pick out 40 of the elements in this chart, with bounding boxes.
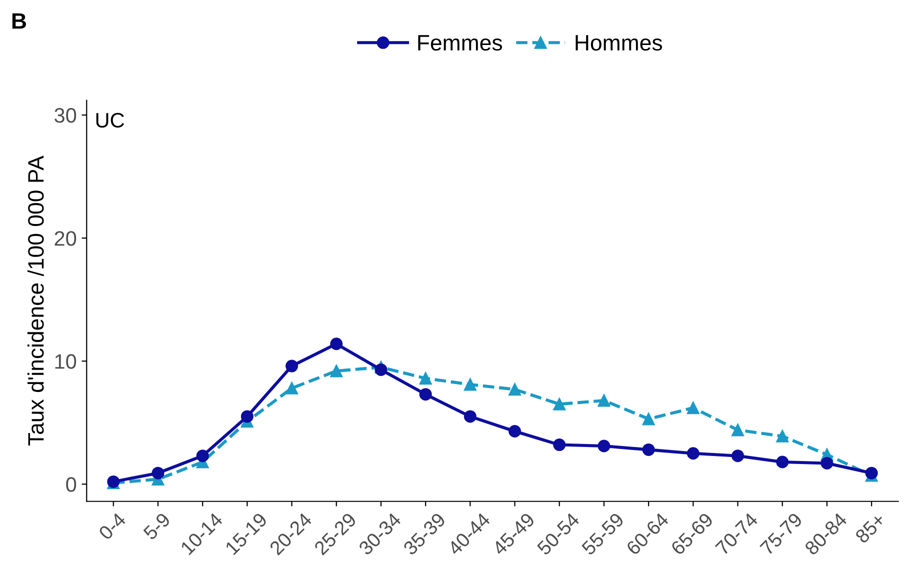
annotation: UC [96,112,124,128]
y-tick-label: 10 [55,354,76,369]
point [732,450,744,462]
point [286,360,298,372]
point [464,410,476,423]
point [152,466,164,480]
point [820,456,834,470]
point [776,456,789,468]
point [240,410,254,423]
y-axis-title: Taux d'incidence /100 000 PA [27,156,44,446]
point [642,412,655,426]
legend-label: Femmes [418,35,502,51]
legend-label: Hommes [576,35,662,51]
point [374,363,388,376]
point [642,443,655,456]
point [686,402,700,414]
point [598,394,610,407]
x-tick-label: 0-4 [98,512,127,541]
y-tick-label: 30 [54,108,76,123]
x-tick-label: 5-9 [142,512,171,541]
point [419,372,432,385]
point [732,424,744,436]
point [553,438,566,452]
point [686,447,700,460]
point [508,383,522,396]
point [419,388,432,401]
point [330,364,343,378]
point [598,440,610,452]
x-tick-label: 85+ [854,512,886,544]
point [196,450,209,462]
point [776,430,789,442]
point [865,466,878,480]
point [508,424,522,438]
point [330,338,343,350]
chart-title: B [12,13,26,29]
point [286,382,298,394]
point [464,378,476,391]
y-tick-label: 0 [66,477,76,492]
point [553,398,566,410]
y-tick-label: 20 [54,231,76,246]
